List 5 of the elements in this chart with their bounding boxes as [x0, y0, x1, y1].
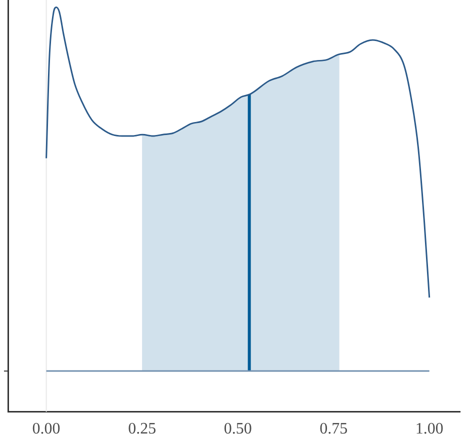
x-tick-label: 1.00 [415, 420, 444, 438]
x-tick-label: 0.75 [320, 420, 348, 438]
x-tick-label: 0.25 [128, 420, 156, 438]
x-tick-label: 0.00 [32, 420, 60, 438]
x-tick-label: 0.50 [224, 420, 252, 438]
